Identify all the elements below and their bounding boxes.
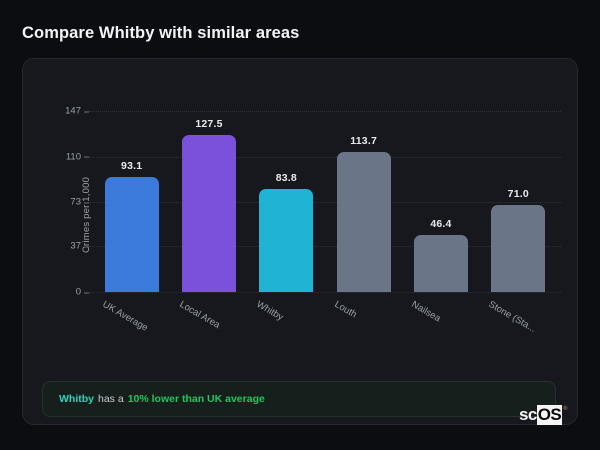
chart-card: Crimes per 1,000 147 110 73 37 0 93.1 UK… [22,58,578,425]
insight-subject: Whitby [59,393,94,405]
plot-area: Crimes per 1,000 147 110 73 37 0 93.1 UK… [65,106,561,335]
y-tick-147: 147 [65,105,89,117]
insight-banner: Whitby has a 10% lower than UK average [42,381,556,417]
bar-nailsea[interactable] [413,234,468,292]
gridline-147 [89,111,561,112]
insight-comparison: 10% lower than UK average [127,393,265,405]
bar-value-uk-average: 93.1 [121,160,143,173]
bar-value-whitby: 83.8 [275,171,297,184]
bar-slot-nailsea[interactable]: 46.4 Nailsea [402,111,479,324]
logo-mark: OS [536,405,563,425]
bar-series: 93.1 UK Average 127.5 Local Area 83.8 Wh… [89,111,561,335]
gridline-37 [89,246,561,248]
gridline-73 [89,202,561,204]
bar-value-stone: 71.0 [507,187,529,200]
bar-stone[interactable] [491,204,546,292]
y-tick-110: 110 [65,151,90,163]
scos-logo: sc OS ® [519,405,567,425]
insight-connector: has a [98,393,124,405]
bar-label-louth: Louth [332,299,359,321]
bar-slot-uk-average[interactable]: 93.1 UK Average [93,111,170,334]
gridline-110 [89,156,561,158]
page-title: Compare Whitby with similar areas [22,24,300,42]
bar-value-louth: 113.7 [350,135,377,147]
registered-trademark-icon: ® [563,406,567,412]
bar-label-nailsea: Nailsea [409,299,443,325]
y-tick-73: 73 [70,196,89,208]
bar-local-area[interactable] [181,135,236,292]
bar-whitby[interactable] [259,188,314,292]
bar-uk-average[interactable] [104,177,159,292]
gridline-0 [89,292,561,293]
bar-slot-louth[interactable]: 113.7 Louth [325,111,402,320]
y-tick-0: 0 [75,286,90,298]
logo-prefix: sc [519,405,537,424]
bar-value-nailsea: 46.4 [430,217,452,230]
bar-label-local-area: Local Area [177,299,222,331]
y-tick-37: 37 [70,240,89,252]
bar-slot-whitby[interactable]: 83.8 Whitby [248,111,325,323]
bar-louth[interactable] [336,152,391,292]
bar-label-whitby: Whitby [254,299,286,324]
bar-slot-stone[interactable]: 71.0 Stone (Sta... [480,111,557,335]
bar-label-stone: Stone (Sta... [486,299,539,335]
bar-label-uk-average: UK Average [100,299,150,334]
bar-value-local-area: 127.5 [195,118,223,131]
bar-slot-local-area[interactable]: 127.5 Local Area [170,111,247,331]
